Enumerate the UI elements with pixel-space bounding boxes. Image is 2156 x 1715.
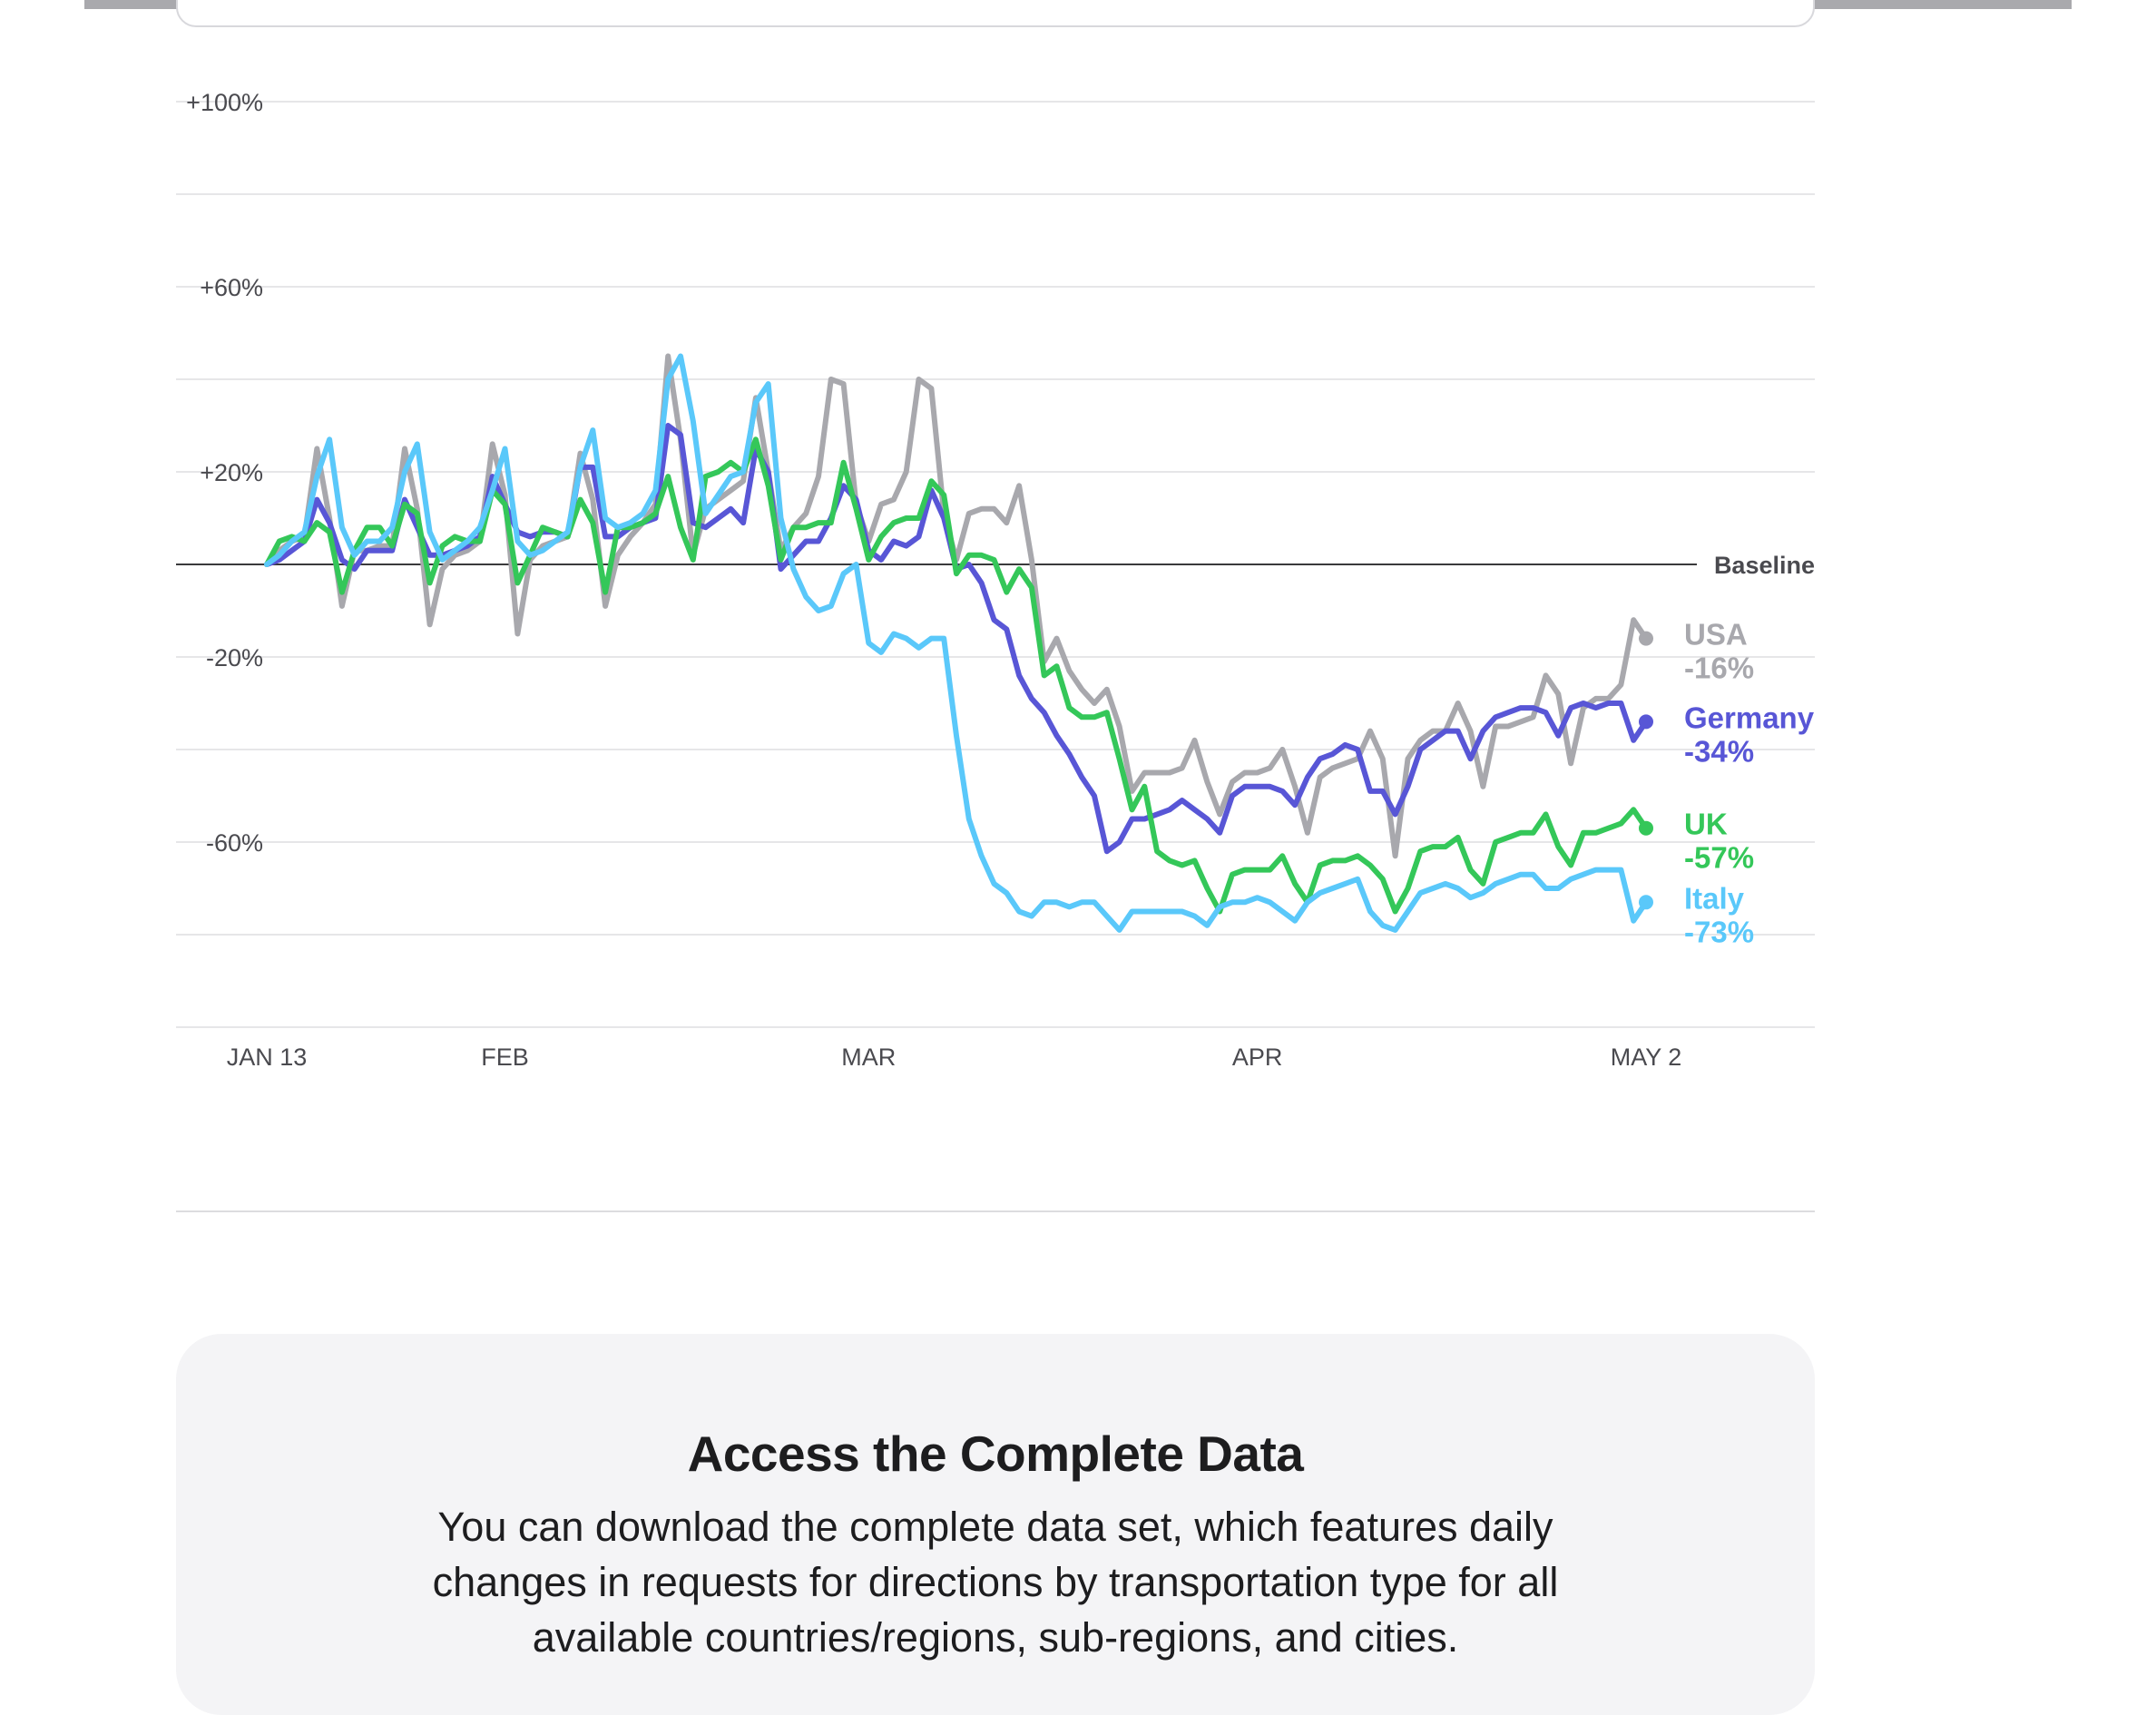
y-tick-label: -20%: [206, 644, 263, 671]
series-end-labels: USA-16% Germany-34% UK-57% Italy-73%: [1684, 618, 1815, 949]
series-line-germany: [264, 423, 1649, 855]
chart-series: [264, 353, 1653, 933]
y-tick-label: +60%: [200, 274, 263, 301]
series-value-usa: -16%: [1684, 652, 1754, 685]
baseline-label: Baseline: [1714, 552, 1815, 579]
series-end-dot-uk: [1639, 820, 1653, 836]
complete-data-title: Access the Complete Data: [687, 1426, 1304, 1482]
x-tick-label: JAN 13: [227, 1044, 308, 1071]
series-line-uk: [264, 436, 1649, 915]
x-axis-tick-labels: JAN 13 FEB MAR APR MAY 2: [227, 1044, 1682, 1071]
y-axis-tick-labels: +100% +60% +20% -20% -60%: [186, 89, 263, 857]
y-tick-label: +20%: [200, 459, 263, 486]
x-tick-label: MAY 2: [1611, 1044, 1682, 1071]
series-name-italy: Italy: [1684, 881, 1745, 915]
chart-gridlines: [176, 101, 1815, 1028]
x-tick-label: MAR: [841, 1044, 896, 1071]
series-name-germany: Germany: [1684, 701, 1815, 734]
section-divider: [176, 1210, 1815, 1212]
series-name-uk: UK: [1684, 808, 1728, 841]
baseline: Baseline: [176, 552, 1815, 579]
series-end-dot-italy: [1639, 895, 1653, 910]
series-line-usa: [264, 353, 1649, 859]
series-line-italy: [264, 353, 1649, 933]
complete-data-description: You can download the complete data set, …: [432, 1504, 1559, 1661]
series-value-uk: -57%: [1684, 841, 1754, 875]
complete-data-card: Access the Complete Data You can downloa…: [176, 1334, 1815, 1715]
x-tick-label: FEB: [481, 1044, 529, 1071]
series-value-italy: -73%: [1684, 915, 1754, 948]
series-name-usa: USA: [1684, 618, 1748, 652]
series-end-dot-germany: [1639, 714, 1653, 730]
series-end-dot-usa: [1639, 631, 1653, 646]
y-tick-label: +100%: [186, 89, 263, 116]
y-tick-label: -60%: [206, 829, 263, 857]
x-tick-label: APR: [1232, 1044, 1283, 1071]
transport-type-tabs: [176, 0, 1815, 27]
mobility-trends-chart: +100% +60% +20% -20% -60% JAN 13 FEB MAR APR MAY…: [176, 89, 1815, 1071]
series-value-germany: -34%: [1684, 734, 1754, 768]
